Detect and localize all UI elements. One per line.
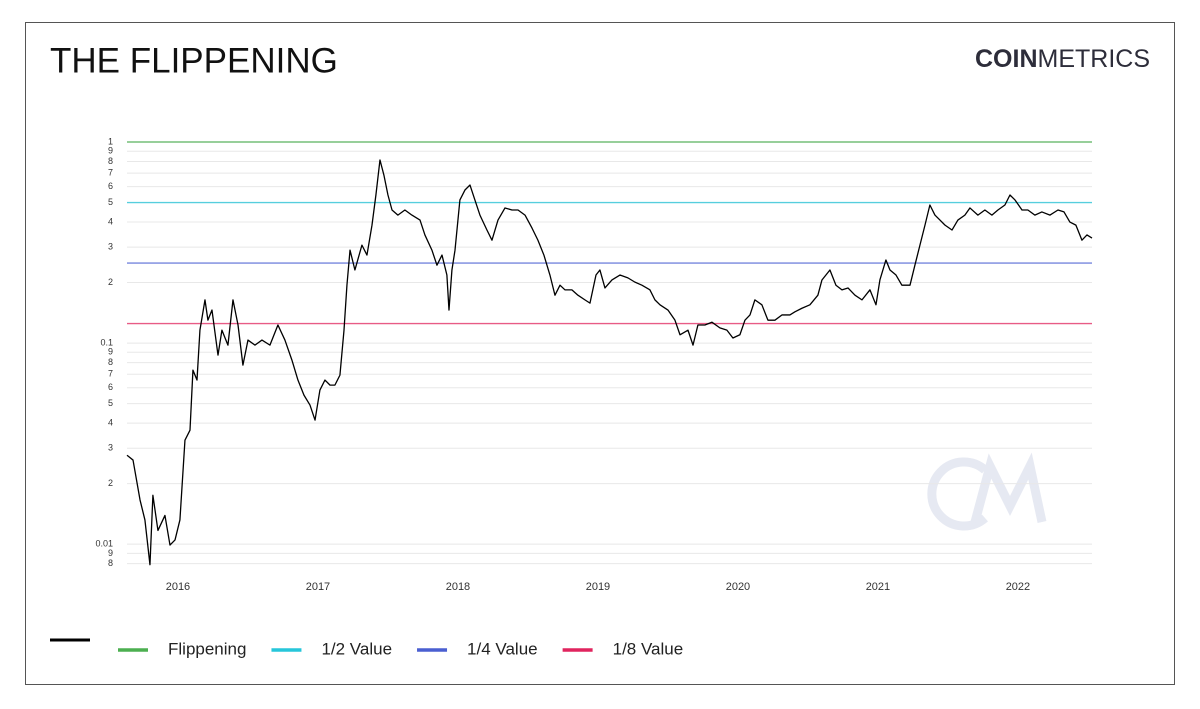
y-tick-label: 2 bbox=[108, 478, 113, 488]
x-tick-label: 2019 bbox=[586, 581, 610, 593]
legend: Flippening 1/2 Value 1/4 Value 1/8 Value bbox=[50, 638, 684, 658]
legend-label: 1/2 Value bbox=[321, 639, 392, 658]
x-tick-label: 2022 bbox=[1006, 581, 1030, 593]
legend-label: 1/8 Value bbox=[613, 639, 684, 658]
x-tick-label: 2017 bbox=[306, 581, 330, 593]
y-tick-label: 0.1 bbox=[100, 337, 113, 347]
y-tick-label: 4 bbox=[108, 216, 113, 226]
brand-bold: COIN bbox=[975, 45, 1038, 73]
chart-title: THE FLIPPENING bbox=[50, 41, 338, 80]
legend-label: 1/4 Value bbox=[467, 639, 538, 658]
card bbox=[25, 22, 1175, 685]
reference-lines bbox=[127, 141, 1092, 325]
y-tick-label: 8 bbox=[108, 558, 113, 568]
y-tick-label: 0.01 bbox=[95, 539, 113, 549]
y-tick-label: 6 bbox=[108, 181, 113, 191]
y-tick-label: 6 bbox=[108, 382, 113, 392]
y-tick-label: 5 bbox=[108, 398, 113, 408]
watermark-c bbox=[927, 457, 988, 531]
watermark-m bbox=[970, 452, 1047, 524]
y-tick-label: 8 bbox=[108, 156, 113, 166]
x-tick-label: 2020 bbox=[726, 581, 750, 593]
plot bbox=[126, 159, 1093, 566]
y-tick-label: 5 bbox=[108, 197, 113, 207]
brand-light: METRICS bbox=[1038, 45, 1151, 73]
legend-label: Flippening bbox=[168, 639, 246, 658]
y-tick-label: 9 bbox=[108, 146, 113, 156]
y-tick-label: 8 bbox=[108, 357, 113, 367]
x-tick-label: 2016 bbox=[166, 581, 190, 593]
y-tick-label: 3 bbox=[108, 443, 113, 453]
x-tick-label: 2018 bbox=[446, 581, 470, 593]
y-tick-label: 9 bbox=[108, 347, 113, 357]
y-tick-label: 4 bbox=[108, 417, 113, 427]
y-tick-label: 7 bbox=[108, 369, 113, 379]
watermark bbox=[927, 452, 1047, 531]
x-tick-label: 2021 bbox=[866, 581, 890, 593]
y-tick-label: 1 bbox=[108, 136, 113, 146]
y-tick-label: 2 bbox=[108, 277, 113, 287]
y-tick-label: 3 bbox=[108, 242, 113, 252]
y-tick-label: 7 bbox=[108, 168, 113, 178]
y-tick-label: 9 bbox=[108, 548, 113, 558]
brand-logo: COINMETRICS bbox=[975, 45, 1150, 73]
series-line bbox=[126, 159, 1093, 566]
